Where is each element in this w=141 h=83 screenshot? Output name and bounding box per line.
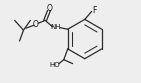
Text: HO: HO [50,62,60,68]
Text: F: F [92,6,96,15]
Text: NH: NH [50,24,61,30]
Text: O: O [46,4,52,13]
Text: O: O [32,20,38,29]
